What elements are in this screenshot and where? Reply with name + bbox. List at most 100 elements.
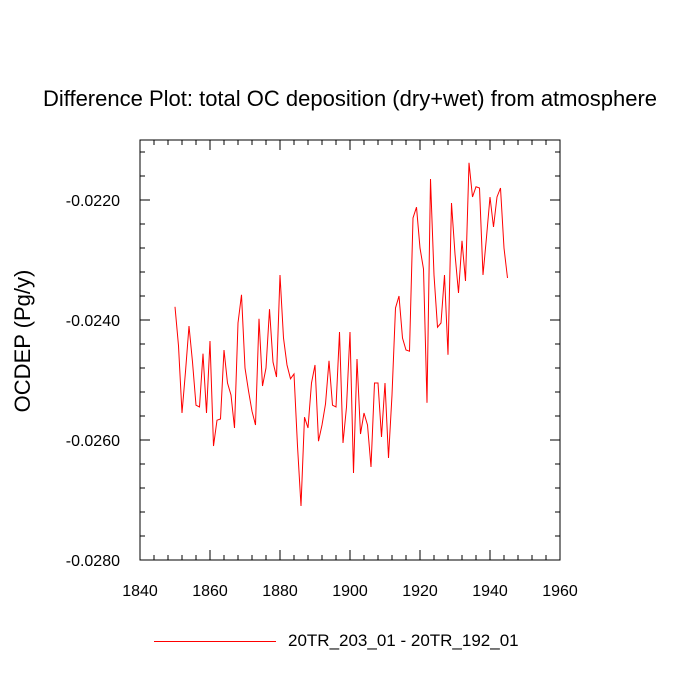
x-tick-label: 1920 — [402, 583, 438, 600]
chart-title: Difference Plot: total OC deposition (dr… — [42, 86, 658, 111]
data-point — [458, 292, 459, 293]
data-point — [433, 274, 434, 275]
data-point — [265, 367, 266, 368]
y-tick-label: -0.0280 — [66, 553, 120, 570]
data-point — [318, 441, 319, 442]
legend-label: 20TR_203_01 - 20TR_192_01 — [288, 631, 519, 650]
data-point — [482, 274, 483, 275]
data-point — [188, 325, 189, 326]
x-tick-label: 1900 — [332, 583, 368, 600]
legend-line-swatch — [154, 641, 276, 642]
data-point — [440, 322, 441, 323]
data-point — [223, 349, 224, 350]
data-point — [416, 207, 417, 208]
data-point — [342, 442, 343, 443]
data-point — [227, 382, 228, 383]
data-point — [437, 327, 438, 328]
x-tick-label: 1960 — [542, 583, 578, 600]
data-point — [426, 402, 427, 403]
data-point — [360, 433, 361, 434]
data-point — [290, 378, 291, 379]
x-tick-label: 1840 — [122, 583, 158, 600]
data-point — [395, 307, 396, 308]
data-point — [423, 268, 424, 269]
data-point — [209, 340, 210, 341]
data-point — [269, 309, 270, 310]
data-point — [391, 394, 392, 395]
data-point — [241, 294, 242, 295]
data-point — [489, 196, 490, 197]
data-point — [286, 364, 287, 365]
data-point — [279, 274, 280, 275]
data-point — [367, 424, 368, 425]
data-point — [220, 418, 221, 419]
data-point — [258, 318, 259, 319]
data-point — [493, 226, 494, 227]
data-point — [363, 412, 364, 413]
data-point — [451, 202, 452, 203]
data-point — [335, 406, 336, 407]
data-point — [255, 424, 256, 425]
data-point — [409, 351, 410, 352]
data-point — [251, 411, 252, 412]
data-point — [174, 306, 175, 307]
data-point — [234, 427, 235, 428]
data-point — [500, 187, 501, 188]
data-point — [472, 196, 473, 197]
data-point — [332, 405, 333, 406]
data-point — [181, 412, 182, 413]
data-point — [356, 358, 357, 359]
data-point — [178, 345, 179, 346]
data-point — [468, 162, 469, 163]
data-point — [496, 196, 497, 197]
y-tick-label: -0.0240 — [66, 313, 120, 330]
data-point — [248, 390, 249, 391]
data-point — [353, 472, 354, 473]
y-axis-label: OCDEP (Pg/y) — [10, 269, 35, 413]
data-point — [304, 417, 305, 418]
data-point — [237, 322, 238, 323]
data-point — [325, 403, 326, 404]
data-point — [503, 247, 504, 248]
data-point — [405, 349, 406, 350]
data-point — [293, 373, 294, 374]
data-point — [272, 361, 273, 362]
data-point — [199, 406, 200, 407]
data-point — [213, 445, 214, 446]
data-point — [206, 412, 207, 413]
tick-labels: 1840 1860 1880 1900 1920 1940 1960 -0.0280 -0.02… — [66, 193, 578, 600]
data-point — [381, 436, 382, 437]
data-point — [402, 337, 403, 338]
data-point — [230, 394, 231, 395]
data-point — [262, 385, 263, 386]
data-point — [346, 406, 347, 407]
data-point — [307, 427, 308, 428]
data-point — [374, 382, 375, 383]
data-point — [321, 424, 322, 425]
y-tick-label: -0.0260 — [66, 433, 120, 450]
data-point — [300, 505, 301, 506]
data-point — [370, 466, 371, 467]
data-point — [461, 240, 462, 241]
data-point — [398, 295, 399, 296]
data-point — [486, 237, 487, 238]
major-ticks — [139, 140, 561, 561]
x-tick-label: 1940 — [472, 583, 508, 600]
data-point — [276, 376, 277, 377]
data-point — [283, 337, 284, 338]
data-point — [192, 361, 193, 362]
data-point — [328, 360, 329, 361]
data-points — [174, 162, 508, 506]
data-point — [244, 367, 245, 368]
data-point — [475, 186, 476, 187]
data-point — [447, 354, 448, 355]
data-point — [311, 382, 312, 383]
y-tick-label: -0.0220 — [66, 193, 120, 210]
data-point — [185, 371, 186, 372]
data-point — [507, 277, 508, 278]
data-point — [349, 331, 350, 332]
data-point — [444, 274, 445, 275]
data-point — [216, 420, 217, 421]
data-point — [430, 178, 431, 179]
